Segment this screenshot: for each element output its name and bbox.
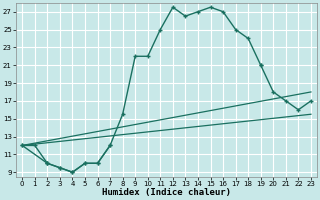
X-axis label: Humidex (Indice chaleur): Humidex (Indice chaleur) [102, 188, 231, 197]
